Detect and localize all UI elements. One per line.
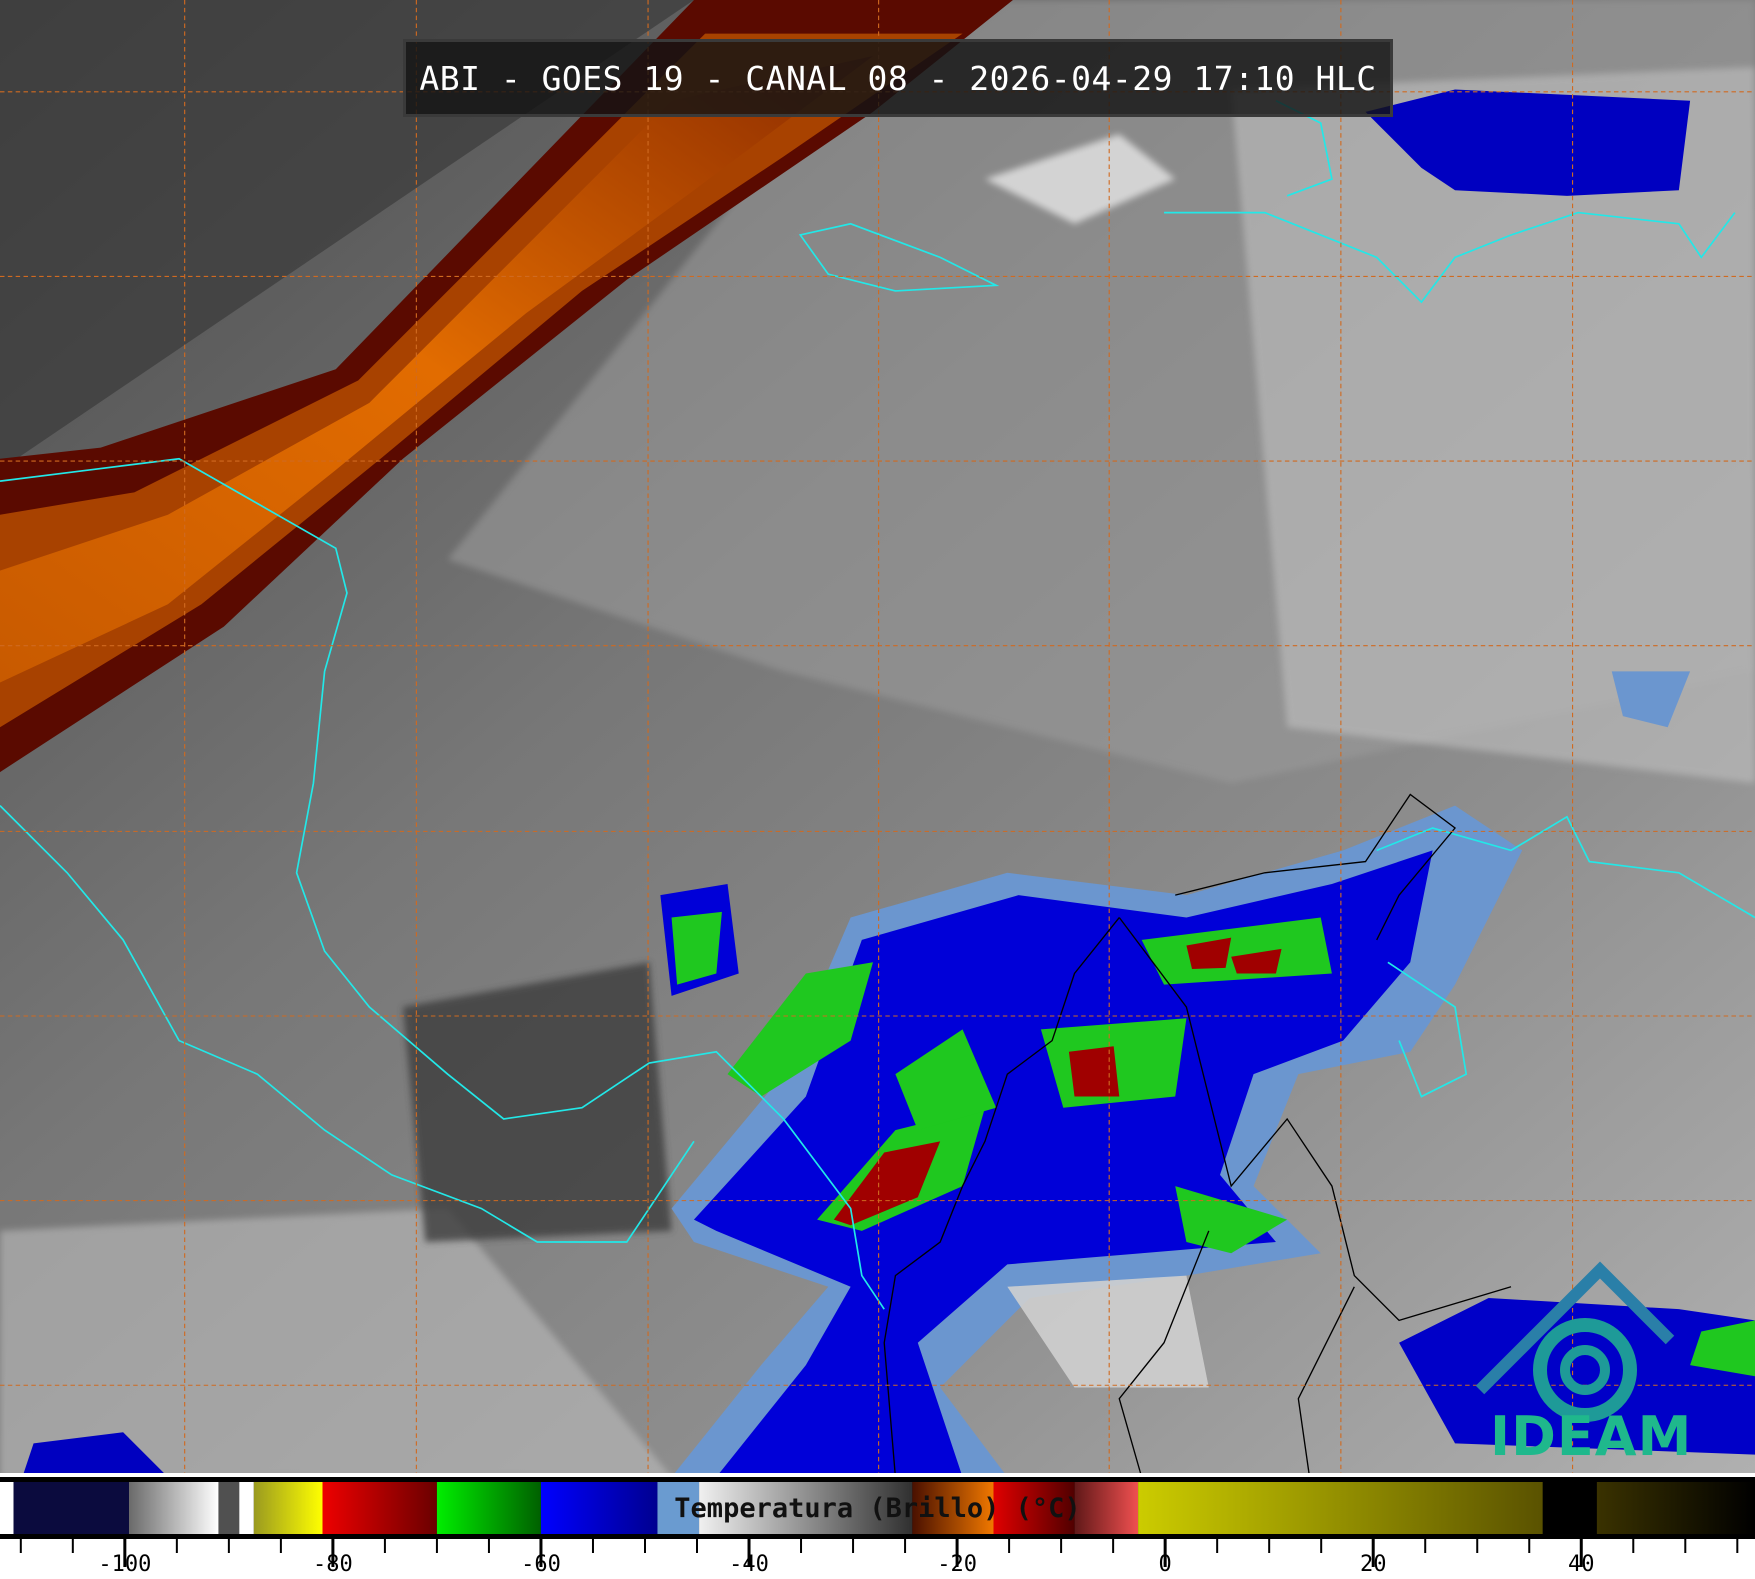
- tick-label: -100: [98, 1552, 152, 1577]
- colorbar-segment: [322, 1482, 437, 1534]
- logo-text: IDEAM: [1490, 1405, 1693, 1468]
- tick-label: -60: [521, 1552, 561, 1577]
- colorbar-segment: [128, 1482, 219, 1534]
- colorbar-segment: [1542, 1482, 1597, 1534]
- colorbar: Temperatura (Brillo) (°C) -100 -80 -60 -40 -…: [0, 1473, 1755, 1577]
- tick-label: -20: [937, 1552, 977, 1577]
- colorbar-segment: [1138, 1482, 1543, 1534]
- coastlines: [0, 99, 1755, 1310]
- colorbar-segment: [1074, 1482, 1139, 1534]
- colorbar-segment: [239, 1482, 254, 1534]
- colorbar-segment: [699, 1482, 913, 1534]
- tick-label: 0: [1158, 1552, 1172, 1577]
- colorbar-segment: [657, 1482, 700, 1534]
- colorbar-segment: [540, 1482, 658, 1534]
- colorbar-ticks: [19, 1539, 1739, 1567]
- satellite-map: [0, 0, 1755, 1477]
- lat-lon-grid: [0, 0, 1755, 1477]
- colorbar-label: Temperatura (Brillo) (°C): [674, 1492, 1081, 1524]
- ideam-logo-icon: [1475, 1261, 1675, 1422]
- tick-label: -40: [729, 1552, 769, 1577]
- cold-band-orange: [0, 0, 1013, 773]
- colorbar-segment: [993, 1482, 1075, 1534]
- colorbar-segment: [13, 1482, 129, 1534]
- colorbar-segment: [1596, 1482, 1755, 1534]
- colorbar-segment: [0, 1482, 14, 1534]
- title-box: ABI - GOES 19 - CANAL 08 - 2026-04-29 17…: [403, 39, 1393, 117]
- colorbar-segment: [912, 1482, 994, 1534]
- tick-label: 20: [1359, 1552, 1387, 1577]
- tick-label: -80: [313, 1552, 353, 1577]
- image-title: ABI - GOES 19 - CANAL 08 - 2026-04-29 17…: [419, 58, 1377, 98]
- colorbar-strip: [0, 1477, 1755, 1539]
- country-borders: [883, 793, 1512, 1477]
- colorbar-segment: [218, 1482, 240, 1534]
- tick-label: 40: [1568, 1552, 1595, 1577]
- colorbar-segment: [436, 1482, 541, 1534]
- colorbar-segment: [253, 1482, 323, 1534]
